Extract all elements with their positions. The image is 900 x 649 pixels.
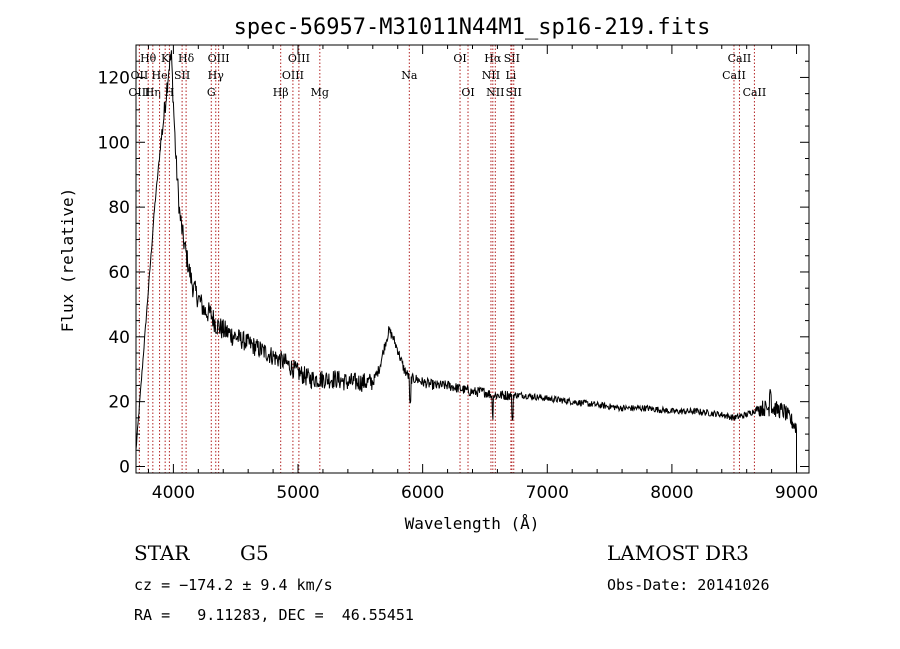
- y-axis-label: Flux (relative): [58, 188, 77, 333]
- y-tick-label: 40: [108, 328, 130, 348]
- line-marker-label: CaII: [743, 86, 767, 99]
- axis-ticks: [136, 45, 809, 473]
- line-marker-label: Hβ: [273, 86, 289, 99]
- line-marker-label: OIII: [128, 86, 150, 99]
- object-class: STAR: [134, 541, 190, 565]
- line-marker-label: Hη: [145, 86, 161, 99]
- line-marker-label: Hα: [484, 52, 502, 65]
- x-tick-label: 6000: [401, 483, 444, 503]
- plot-frame: [135, 44, 810, 474]
- y-tick-label: 120: [98, 68, 130, 88]
- line-marker-label: OIII: [208, 52, 230, 65]
- x-tick-labels: 4000 5000 6000 7000 8000 9000: [152, 483, 818, 503]
- x-axis-label: Wavelength (Å): [405, 514, 540, 533]
- line-marker-label: He: [152, 69, 168, 82]
- coordinates-text: RA = 9.11283, DEC = 46.55451: [134, 606, 414, 624]
- redshift-text: cz = −174.2 ± 9.4 km/s: [134, 576, 333, 594]
- x-tick-label: 9000: [775, 483, 818, 503]
- line-marker-label: Na: [401, 69, 418, 82]
- line-marker-label: Hγ: [208, 69, 225, 82]
- line-marker-label: K: [161, 52, 170, 65]
- y-tick-label: 100: [98, 133, 130, 153]
- y-tick-label: 80: [108, 198, 130, 218]
- line-marker-label: CaII: [722, 69, 746, 82]
- chart-title: spec-56957-M31011N44M1_sp16-219.fits: [234, 15, 711, 40]
- x-tick-label: 8000: [650, 483, 693, 503]
- line-marker-label: OI: [453, 52, 466, 65]
- obs-date-text: Obs-Date: 20141026: [607, 576, 770, 594]
- line-marker-label: Mg: [311, 86, 329, 99]
- spectrum-line: [135, 50, 797, 470]
- y-tick-label: 0: [119, 458, 130, 478]
- line-marker-label: NII: [482, 69, 500, 82]
- line-marker-label: SII: [506, 86, 522, 99]
- line-marker-label: Hδ: [178, 52, 195, 65]
- object-subclass: G5: [240, 541, 269, 565]
- y-tick-label: 60: [108, 263, 130, 283]
- line-marker-label: OIII: [282, 69, 304, 82]
- y-tick-label: 20: [108, 393, 130, 413]
- line-marker-label: Li: [505, 69, 516, 82]
- line-marker-label: G: [207, 86, 216, 99]
- line-marker-label: OI: [461, 86, 474, 99]
- line-marker-label: SII: [174, 69, 190, 82]
- x-tick-label: 7000: [526, 483, 569, 503]
- line-marker-label: OII: [131, 69, 149, 82]
- y-tick-labels: 0 20 40 60 80 100 120: [98, 68, 130, 477]
- line-marker-label: OIII: [288, 52, 310, 65]
- line-marker-label: CaII: [728, 52, 752, 65]
- line-marker-label: NII: [486, 86, 504, 99]
- line-marker-label: H: [165, 86, 175, 99]
- x-tick-label: 4000: [152, 483, 195, 503]
- survey-label: LAMOST DR3: [607, 541, 749, 565]
- x-tick-label: 5000: [276, 483, 319, 503]
- line-marker-label: Hθ: [140, 52, 157, 65]
- line-marker-label: SII: [504, 52, 520, 65]
